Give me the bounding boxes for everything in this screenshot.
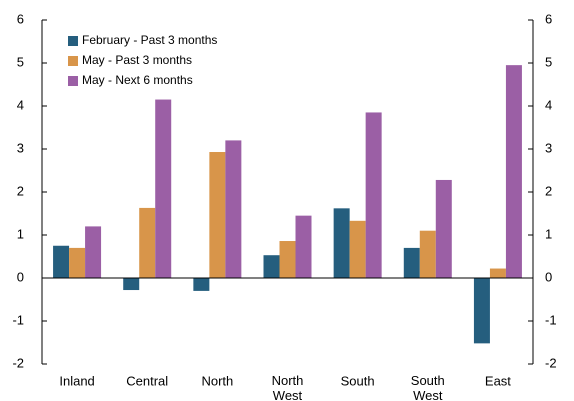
y2-tick-label: 4 xyxy=(545,97,552,112)
y-tick-label: -2 xyxy=(12,355,24,370)
bar xyxy=(435,179,452,278)
x-tick-label: East xyxy=(485,373,511,388)
y-tick-label: 6 xyxy=(17,11,24,26)
y-tick-label: 1 xyxy=(17,226,24,241)
legend-swatch xyxy=(68,56,78,66)
bar xyxy=(123,278,140,291)
y-tick-label: 2 xyxy=(17,183,24,198)
x-tick-label: South xyxy=(341,373,375,388)
bar xyxy=(155,99,172,278)
bar xyxy=(365,112,382,278)
y2-tick-label: -1 xyxy=(545,312,557,327)
bar xyxy=(295,215,312,278)
bar xyxy=(53,245,70,278)
bar xyxy=(263,255,280,278)
y-tick-label: 0 xyxy=(17,269,24,284)
bar xyxy=(225,140,242,278)
y-tick-label: 3 xyxy=(17,140,24,155)
y-tick-label: 5 xyxy=(17,54,24,69)
bar xyxy=(473,278,490,344)
legend-swatch xyxy=(68,76,78,86)
bar xyxy=(333,208,350,278)
x-tick-label: Central xyxy=(126,373,168,388)
y2-tick-label: 2 xyxy=(545,183,552,198)
legend-label: May - Next 6 months xyxy=(82,73,193,87)
y2-tick-label: 5 xyxy=(545,54,552,69)
x-tick-label: North xyxy=(201,373,233,388)
y-tick-label: 4 xyxy=(17,97,24,112)
y-tick-label: -1 xyxy=(12,312,24,327)
x-tick-label: Inland xyxy=(59,373,94,388)
bar xyxy=(139,207,156,278)
y2-tick-label: 3 xyxy=(545,140,552,155)
bar xyxy=(193,278,210,291)
x-tick-label: North West xyxy=(272,373,304,401)
bar xyxy=(349,220,366,278)
bar xyxy=(489,268,506,278)
bar xyxy=(85,226,102,278)
y2-tick-label: 6 xyxy=(545,11,552,26)
bar xyxy=(209,152,226,278)
y2-tick-label: 0 xyxy=(545,269,552,284)
bar xyxy=(279,241,296,278)
x-tick-label: South West xyxy=(411,373,445,401)
y2-tick-label: -2 xyxy=(545,355,557,370)
legend-label: February - Past 3 months xyxy=(82,33,217,47)
legend-swatch xyxy=(68,36,78,46)
y2-tick-label: 1 xyxy=(545,226,552,241)
bar xyxy=(403,247,420,278)
bar xyxy=(505,65,522,279)
bar xyxy=(419,230,436,278)
legend-label: May - Past 3 months xyxy=(82,53,192,67)
bar xyxy=(69,247,86,278)
